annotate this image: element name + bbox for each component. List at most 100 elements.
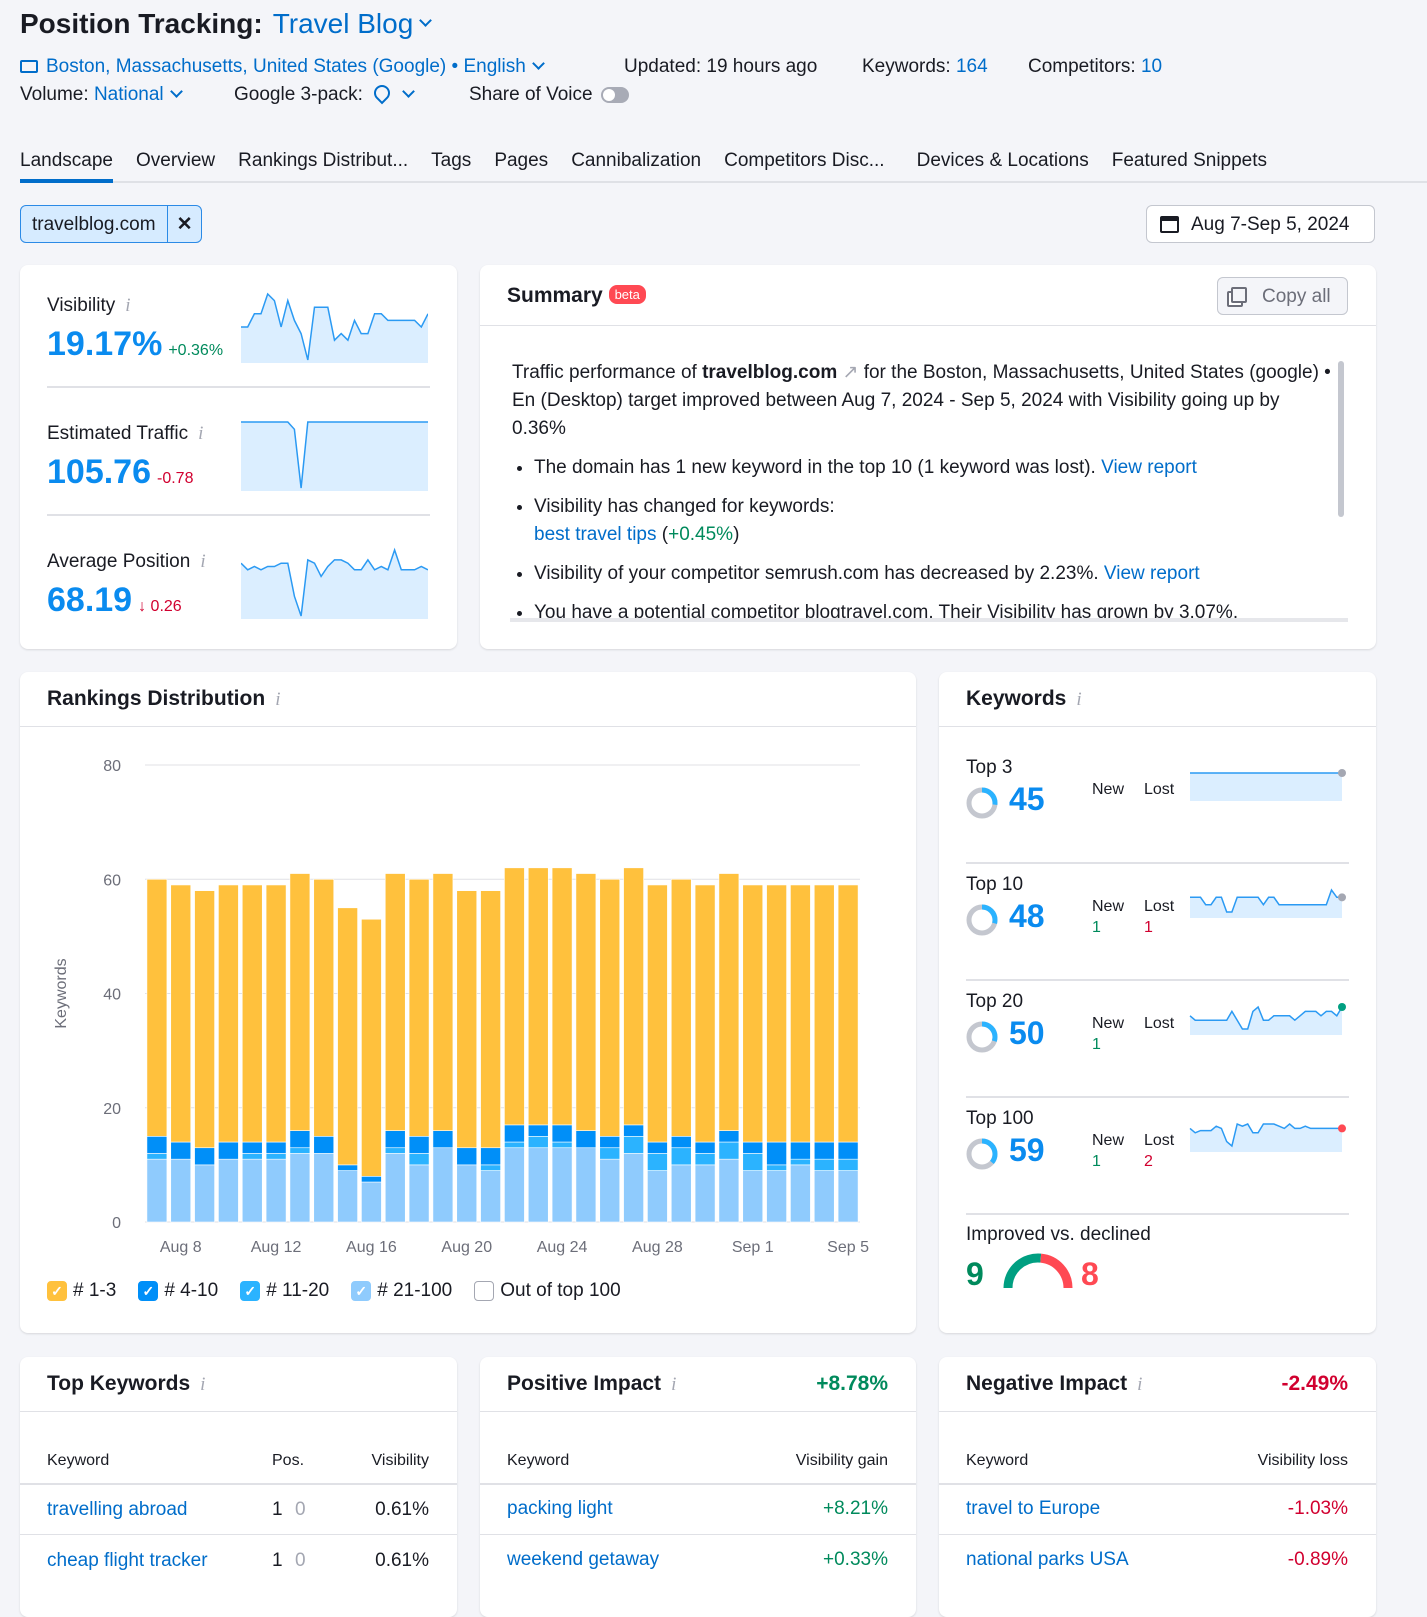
bar-segment[interactable] [623,1153,644,1223]
tab-landscape[interactable]: Landscape [20,150,113,183]
column-header-keyword[interactable]: Keyword [47,1452,110,1469]
keyword-link[interactable]: best travel tips [534,524,657,545]
bar-segment[interactable] [313,878,335,1137]
scrollbar[interactable] [1338,361,1344,517]
volume-selector[interactable]: Volume: National [20,84,187,106]
tab-competitors-discovery[interactable]: Competitors Disc... [724,150,885,171]
bar-segment[interactable] [694,1141,716,1154]
bar-segment[interactable] [623,1124,644,1137]
bar-segment[interactable] [265,1153,287,1160]
info-icon[interactable]: i [200,551,206,572]
bar-segment[interactable] [289,1130,311,1149]
legend-item[interactable]: ✓ # 21-100 [351,1280,452,1302]
bar-segment[interactable] [432,1147,454,1223]
bar-segment[interactable] [527,867,549,1126]
bar-segment[interactable] [146,878,168,1137]
bar-segment[interactable] [813,1158,835,1171]
bar-segment[interactable] [384,1153,406,1223]
bar-segment[interactable] [361,1181,382,1223]
tab-rankings-distribution[interactable]: Rankings Distribut... [238,150,409,171]
bar-segment[interactable] [790,1164,811,1223]
bar-segment[interactable] [766,884,787,1143]
bar-segment[interactable] [265,884,287,1143]
bar-segment[interactable] [337,1170,358,1223]
bar-segment[interactable] [432,1130,454,1149]
bar-segment[interactable] [647,1141,668,1154]
bar-segment[interactable] [647,1153,668,1171]
bar-segment[interactable] [527,1136,549,1149]
bar-segment[interactable] [837,1158,859,1171]
column-header-visibility[interactable]: Visibility [371,1452,430,1469]
keyword-bucket-row[interactable]: Top 20 50 New Lost 1 [939,981,1376,1098]
bar-segment[interactable] [551,1141,573,1149]
bar-segment[interactable] [837,1170,859,1223]
bar-segment[interactable] [313,1153,335,1223]
project-selector[interactable]: Travel Blog [273,8,437,39]
bar-segment[interactable] [480,1164,501,1171]
location-selector[interactable]: Boston, Massachusetts, United States (Go… [20,56,549,78]
column-header-keyword[interactable]: Keyword [507,1452,570,1469]
bar-segment[interactable] [623,867,644,1126]
tab-pages[interactable]: Pages [494,150,549,171]
checkbox-icon[interactable]: ✓ [351,1281,372,1301]
bar-segment[interactable] [766,1141,787,1166]
tab-cannibalization[interactable]: Cannibalization [571,150,702,171]
bar-segment[interactable] [813,1141,835,1160]
bar-segment[interactable] [241,1141,263,1154]
legend-item[interactable]: ✓ # 4-10 [138,1280,218,1302]
toggle-switch[interactable] [600,86,629,103]
view-report-link[interactable]: View report [1101,457,1197,478]
bar-segment[interactable] [599,878,621,1137]
share-of-voice-toggle[interactable]: Share of Voice [469,84,629,106]
info-icon[interactable]: i [125,295,131,316]
checkbox-icon[interactable] [474,1281,495,1301]
bar-segment[interactable] [527,1147,549,1223]
keyword-bucket-row[interactable]: Top 3 45 New Lost [939,747,1376,864]
checkbox-icon[interactable]: ✓ [138,1281,159,1301]
column-header-visibility-gain[interactable]: Visibility gain [795,1452,888,1469]
bar-segment[interactable] [527,1124,549,1137]
tab-overview[interactable]: Overview [135,150,216,171]
bar-segment[interactable] [504,867,525,1126]
bar-segment[interactable] [742,884,764,1143]
bar-segment[interactable] [670,1147,692,1166]
bar-segment[interactable] [218,1141,239,1160]
bar-segment[interactable] [480,890,501,1149]
bar-segment[interactable] [694,1153,716,1166]
bar-segment[interactable] [146,1153,168,1160]
view-report-link[interactable]: View report [1103,563,1200,584]
bar-segment[interactable] [265,1141,287,1154]
bar-segment[interactable] [551,1124,573,1143]
info-icon[interactable]: i [671,1374,677,1395]
bar-segment[interactable] [837,884,859,1143]
bar-segment[interactable] [218,884,239,1143]
bar-segment[interactable] [408,1136,430,1154]
bar-segment[interactable] [718,873,740,1131]
bar-segment[interactable] [241,1158,263,1223]
bar-segment[interactable] [170,1141,192,1160]
column-header-visibility-loss[interactable]: Visibility loss [1257,1452,1348,1469]
bar-segment[interactable] [718,1158,740,1223]
tab-featured-snippets[interactable]: Featured Snippets [1111,150,1268,171]
bar-segment[interactable] [384,1130,406,1149]
bar-segment[interactable] [146,1136,168,1154]
bar-segment[interactable] [647,1170,668,1223]
bar-segment[interactable] [384,1147,406,1154]
keyword-bucket-row[interactable]: Top 100 59 New Lost 1 2 [939,1098,1376,1215]
column-header-keyword[interactable]: Keyword [966,1452,1029,1469]
bar-segment[interactable] [289,873,311,1131]
bar-segment[interactable] [480,1170,501,1223]
bar-segment[interactable] [599,1136,621,1149]
bar-segment[interactable] [670,1136,692,1149]
bar-segment[interactable] [742,1153,764,1171]
bar-segment[interactable] [408,878,430,1137]
bar-segment[interactable] [432,873,454,1131]
legend-item[interactable]: ✓ # 11-20 [240,1280,329,1302]
bar-segment[interactable] [504,1124,525,1143]
bar-segment[interactable] [408,1153,430,1166]
bar-segment[interactable] [647,884,668,1143]
bar-segment[interactable] [670,878,692,1137]
bar-segment[interactable] [170,884,192,1143]
bar-segment[interactable] [337,1164,358,1171]
bar-segment[interactable] [384,873,406,1131]
